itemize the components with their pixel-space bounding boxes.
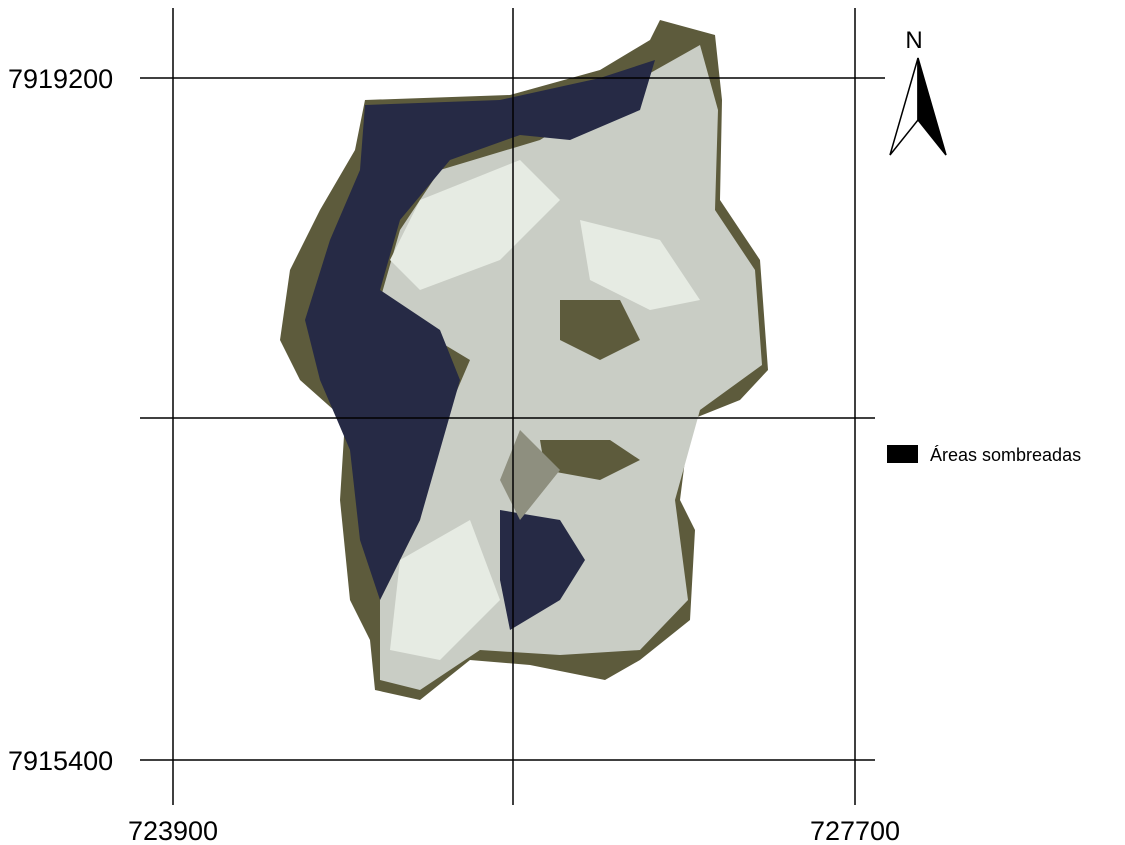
x-label: 723900: [128, 816, 218, 845]
legend-swatch: [887, 445, 918, 463]
grid: [140, 8, 885, 805]
x-label: 727700: [810, 816, 900, 845]
legend-label: Áreas sombreadas: [930, 445, 1081, 465]
shaded-relief: [280, 20, 768, 700]
y-label: 7915400: [8, 746, 113, 776]
legend: Áreas sombreadas: [887, 445, 1081, 465]
north-label: N: [905, 27, 922, 54]
y-label: 7919200: [8, 64, 113, 94]
map: 7919200 7915400 723900 727700 N Áreas so…: [0, 0, 1125, 845]
north-arrow: N: [890, 27, 946, 155]
